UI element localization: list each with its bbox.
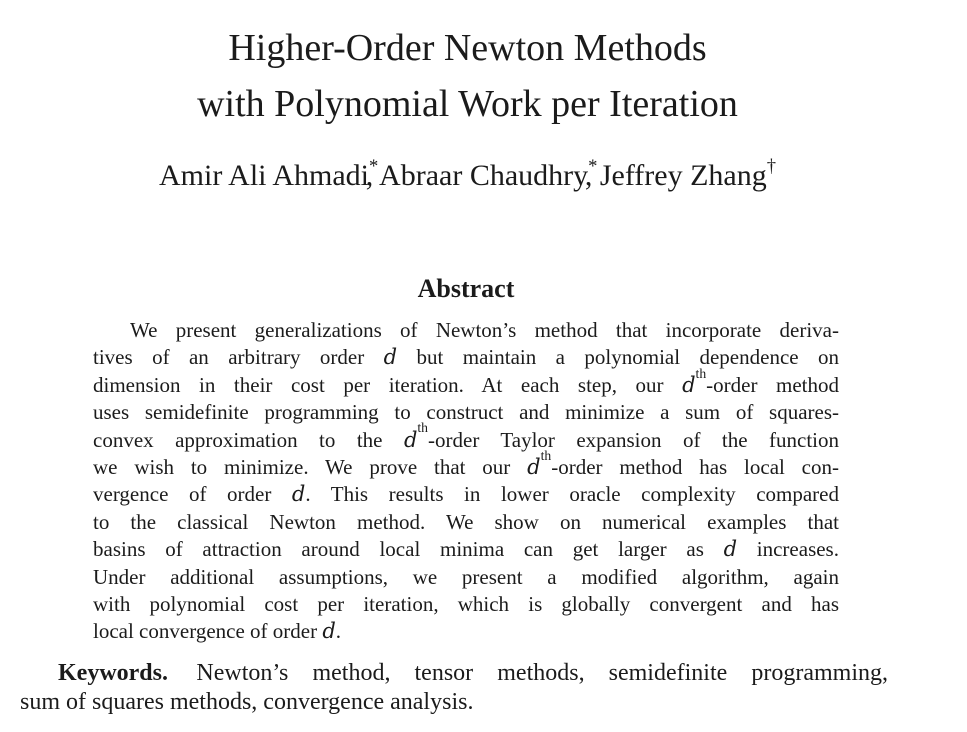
superscript: th — [695, 365, 707, 381]
footnote-mark-dagger: † — [766, 155, 777, 177]
author: Jeffrey Zhang† — [599, 155, 777, 192]
keywords-line: Keywords. Newton’s method, tensor method… — [20, 659, 888, 688]
abstract-line: We present generalizations of Newton’s m… — [93, 317, 839, 344]
footnote-mark-asterisk: * — [368, 155, 379, 177]
abstract-line: to the classical Newton method. We show … — [93, 509, 839, 536]
abstract-line: vergence of order d. This results in low… — [93, 481, 839, 508]
text-run: local convergence of order — [93, 619, 323, 644]
abstract-line: we wish to minimize. We prove that our d… — [93, 449, 839, 481]
text-run: tives of an arbitrary order — [93, 345, 384, 370]
keywords-line: sum of squares methods, convergence anal… — [20, 688, 888, 717]
text-run: Under additional assumptions, we present… — [93, 564, 839, 589]
author: Amir Ali Ahmadi*, — [158, 157, 378, 192]
text-run: basins of attraction around local minima… — [93, 537, 724, 562]
abstract-heading: Abstract — [417, 274, 515, 303]
abstract-line: uses semidefinite programming to constru… — [93, 399, 839, 426]
math-var: d — [682, 372, 696, 397]
paper-title: Higher-Order Newton Methods with Polynom… — [0, 20, 935, 132]
math-var: d — [403, 427, 418, 452]
author-list: Amir Ali Ahmadi*, Abraar Chaudhry*, Jeff… — [0, 153, 935, 199]
math-var: d — [291, 482, 306, 507]
footnote-mark-asterisk: * — [588, 155, 598, 177]
superscript: th — [417, 420, 429, 436]
text-run: -order method has local con- — [551, 455, 839, 480]
author-separator: , — [584, 159, 593, 192]
math-var: d — [527, 455, 541, 480]
text-run: convex approximation to the — [93, 427, 404, 452]
text-run: sum of squares methods, convergence anal… — [20, 688, 474, 715]
abstract-line: dimension in their cost per iteration. A… — [93, 366, 839, 399]
keywords-label: Keywords. — [58, 660, 168, 686]
text-run: to the classical Newton method. We show … — [93, 509, 839, 534]
text-run: . — [335, 619, 342, 644]
abstract-line: basins of attraction around local minima… — [93, 536, 839, 563]
text-run: -order Taylor expansion of the function — [428, 427, 840, 452]
text-run: uses semidefinite programming to constru… — [93, 400, 839, 425]
author-name: Jeffrey Zhang — [599, 159, 767, 192]
abstract-body: We present generalizations of Newton’s m… — [93, 317, 839, 646]
author-name: Abraar Chaudhry — [379, 159, 589, 192]
text-run: with polynomial cost per iteration, whic… — [93, 592, 839, 617]
author-name: Amir Ali Ahmadi — [158, 159, 369, 192]
math-var: d — [723, 537, 738, 562]
abstract-line: convex approximation to the dth-order Ta… — [93, 421, 840, 454]
text-run: . This results in lower oracle complexit… — [305, 482, 840, 507]
text-run: Newton’s method, tensor methods, semidef… — [172, 660, 888, 686]
paper-title-line1: Higher-Order Newton Methods — [228, 27, 707, 69]
paper-title-line2: with Polynomial Work per Iteration — [197, 83, 738, 125]
keywords-paragraph: Keywords. Newton’s method, tensor method… — [20, 659, 888, 716]
text-run: increases. — [737, 537, 839, 562]
abstract-line: local convergence of order d. — [93, 618, 839, 645]
superscript: th — [540, 447, 552, 463]
abstract-line: with polynomial cost per iteration, whic… — [93, 591, 839, 618]
abstract-line: Under additional assumptions, we present… — [93, 564, 839, 591]
text-run: -order method — [706, 372, 839, 397]
text-run: vergence of order — [93, 482, 292, 507]
text-run: dimension in their cost per iteration. A… — [93, 372, 683, 397]
math-var: d — [383, 345, 398, 370]
abstract-line: tives of an arbitrary order d but mainta… — [93, 344, 839, 371]
text-run: we wish to minimize. We prove that our — [93, 455, 528, 480]
text-run: but maintain a polynomial dependence on — [397, 345, 839, 370]
text-run: We present generalizations of Newton’s m… — [130, 318, 839, 342]
author-separator: , — [365, 159, 374, 192]
author: Abraar Chaudhry*, — [379, 157, 597, 192]
math-var: d — [322, 619, 336, 644]
